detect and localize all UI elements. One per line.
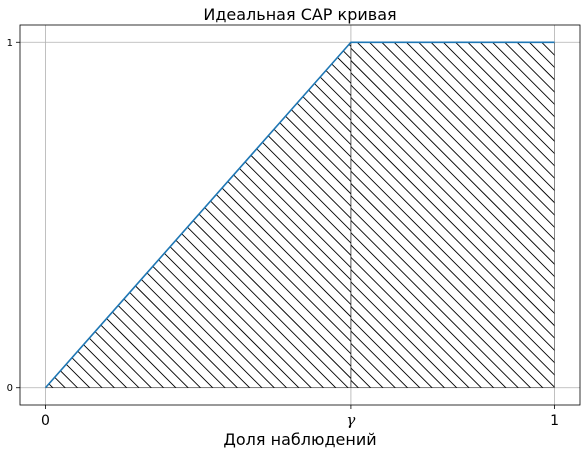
hatch-line — [474, 42, 555, 388]
hatch-line — [45, 42, 83, 388]
chart-title: Идеальная CAP кривая — [203, 5, 396, 24]
hatch-line — [351, 42, 555, 388]
hatch-line — [45, 42, 218, 388]
hatch-line — [350, 42, 555, 388]
hatch-line — [350, 42, 536, 388]
hatch-line — [267, 42, 351, 388]
hatch-line — [350, 42, 487, 388]
hatch-line — [350, 42, 549, 388]
hatch-line — [354, 25, 585, 405]
hatch-line — [561, 25, 585, 405]
hatch-line — [376, 42, 555, 388]
hatch-line — [45, 42, 351, 388]
hatch-line — [45, 42, 351, 388]
y-axis-ticks: 01 — [7, 38, 20, 394]
hatch-region-1 — [0, 25, 585, 405]
hatch-line — [45, 42, 108, 388]
hatch-line — [350, 42, 475, 388]
hatch-line — [350, 42, 555, 388]
hatch-line — [450, 42, 555, 388]
hatch-line — [350, 42, 462, 388]
hatch-line — [350, 42, 450, 388]
hatch-line — [45, 42, 194, 388]
hatch-line — [350, 42, 555, 388]
y-tick-label: 0 — [7, 383, 13, 394]
hatch-line — [350, 42, 555, 388]
hatch-line — [45, 42, 59, 388]
hatch-line — [350, 42, 376, 388]
hatch-line — [45, 42, 46, 388]
hatch-line — [350, 42, 555, 388]
hatch-line — [350, 42, 426, 388]
x-tick-label: γ — [346, 411, 355, 429]
hatch-line — [0, 25, 339, 405]
hatch-line — [45, 42, 169, 388]
hatch-line — [350, 42, 555, 388]
hatch-line — [45, 42, 231, 388]
hatch-line — [45, 42, 206, 388]
hatch-line — [401, 42, 555, 388]
hatch-line — [350, 42, 438, 388]
hatch-line — [45, 42, 292, 388]
hatch-line — [341, 42, 351, 388]
hatch-line — [350, 42, 555, 388]
y-tick-label: 1 — [7, 38, 13, 49]
hatch-line — [45, 42, 351, 388]
hatch-line — [511, 42, 555, 388]
hatch-line — [413, 42, 555, 388]
cap-curve-0 — [44, 41, 555, 389]
hatch-line — [350, 42, 555, 388]
hatch-line — [45, 42, 71, 388]
hatch-line — [45, 42, 329, 388]
hatch-line — [0, 25, 33, 405]
hatch-line — [437, 42, 555, 388]
plot-frame — [19, 24, 581, 406]
hatch-line — [487, 42, 555, 388]
hatch-line — [45, 42, 243, 388]
hatch-line — [350, 42, 555, 388]
hatch-line — [280, 42, 351, 388]
hatch-line — [243, 42, 351, 388]
hatch-line — [462, 42, 555, 388]
hatch-line — [45, 42, 351, 388]
series-layer — [44, 41, 555, 389]
x-axis-label: Доля наблюдений — [223, 430, 376, 449]
hatch-line — [292, 42, 351, 388]
hatch-area — [0, 25, 585, 405]
hatch-line — [350, 42, 555, 388]
grid — [20, 25, 580, 405]
hatch-line — [350, 42, 555, 388]
hatch-line — [45, 42, 268, 388]
hatch-line — [255, 42, 351, 388]
hatch-line — [45, 42, 341, 388]
hatch-line — [45, 42, 145, 388]
x-tick-label: 0 — [41, 413, 50, 429]
hatch-line — [45, 42, 157, 388]
hatch-line — [45, 42, 255, 388]
hatch-line — [425, 42, 555, 388]
hatch-line — [388, 42, 555, 388]
hatch-line — [350, 42, 499, 388]
hatch-line — [350, 42, 524, 388]
hatch-line — [45, 42, 120, 388]
x-axis-ticks: 0 γ 1 — [41, 405, 559, 429]
x-tick-label: 1 — [550, 413, 559, 429]
hatch-line — [45, 42, 317, 388]
hatch-line — [350, 42, 512, 388]
hatch-line — [45, 42, 182, 388]
hatch-line — [206, 42, 351, 388]
hatch-region-outline — [350, 42, 555, 388]
hatch-line — [350, 42, 555, 388]
hatch-line — [350, 42, 555, 388]
hatch-region-0 — [0, 25, 585, 405]
hatch-line — [350, 42, 555, 388]
